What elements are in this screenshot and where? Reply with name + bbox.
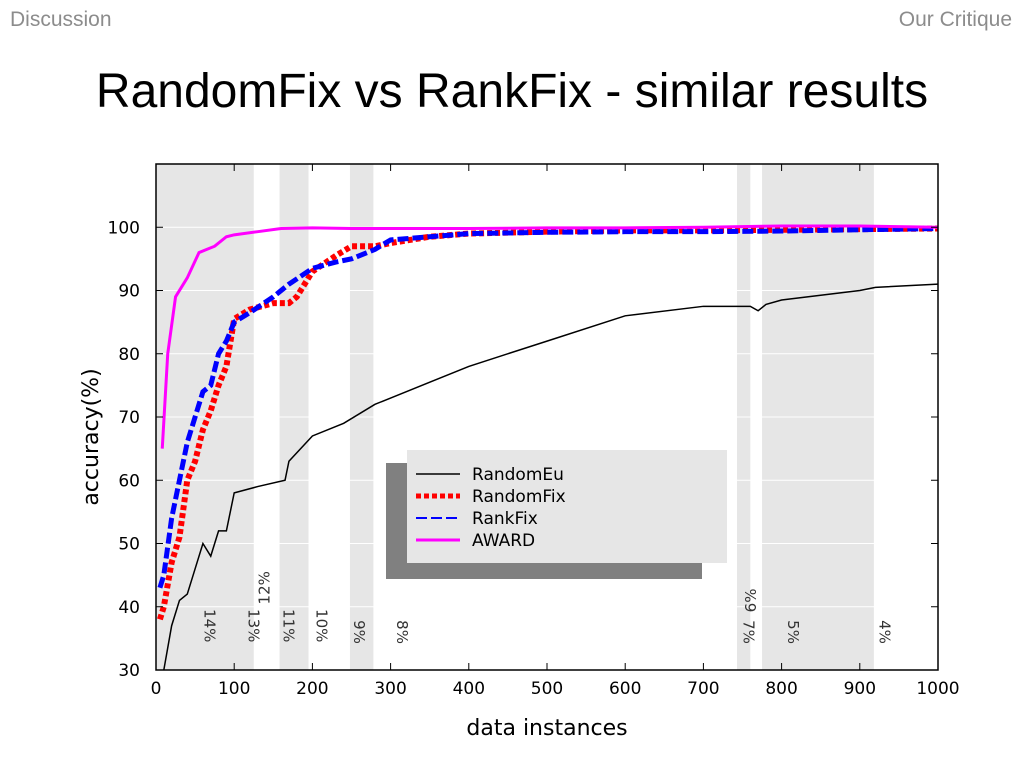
- x-tick-label: 600: [609, 679, 641, 699]
- y-axis-label: accuracy(%): [79, 368, 104, 505]
- legend-label-award: AWARD: [472, 531, 535, 551]
- series-randomeu: [163, 283, 939, 671]
- percent-label: 6%: [742, 589, 760, 613]
- percent-label: 13%: [244, 609, 262, 642]
- percent-label: 7%: [739, 620, 757, 644]
- axes: 0 100 200 300 400 500 600 700 800 900 1000 30 40 50 60…: [79, 163, 960, 741]
- percent-label: 9%: [350, 620, 368, 644]
- legend-label-randomfix: RandomFix: [472, 487, 566, 507]
- percent-label: 4%: [875, 620, 893, 644]
- x-axis-label: data instances: [466, 716, 627, 741]
- legend-box: [407, 450, 727, 563]
- percent-label: 14%: [200, 609, 218, 642]
- x-tick-label: 0: [151, 679, 162, 699]
- y-tick-label: 100: [108, 218, 140, 238]
- x-tick-label: 300: [374, 679, 406, 699]
- header-section-label: Discussion: [10, 8, 112, 31]
- x-tick-label: 700: [687, 679, 719, 699]
- legend-label-rankfix: RankFix: [472, 509, 538, 529]
- percent-label: 12%: [255, 571, 273, 604]
- header-topic-label: Our Critique: [898, 8, 1012, 31]
- series-award: [160, 224, 939, 449]
- y-tick-label: 40: [118, 598, 140, 618]
- series-rankfix: [157, 226, 939, 589]
- y-tick-label: 70: [118, 408, 140, 428]
- slide-title: RandomFix vs RankFix - similar results: [95, 65, 929, 118]
- x-tick-label: 200: [296, 679, 328, 699]
- y-tick-label: 60: [118, 471, 140, 491]
- y-tick-label: 30: [118, 661, 140, 681]
- percent-label: 10%: [312, 609, 330, 642]
- x-tick-label: 100: [218, 679, 250, 699]
- x-tick-label: 1000: [916, 679, 959, 699]
- percent-label: 11%: [279, 609, 297, 642]
- y-tick-label: 90: [118, 282, 140, 302]
- percent-annotations: 14% 12% 13% 11% 10% 9% 8% 6% 7% 5% 4%: [200, 571, 893, 644]
- x-tick-label: 500: [531, 679, 563, 699]
- y-tick-label: 50: [118, 535, 140, 555]
- legend-label-randomeu: RandomEu: [472, 465, 564, 485]
- x-tick-label: 900: [844, 679, 876, 699]
- percent-label: 5%: [784, 620, 802, 644]
- series-lines: [157, 224, 939, 671]
- percent-label: 8%: [393, 620, 411, 644]
- x-tick-label: 800: [765, 679, 797, 699]
- x-tick-label: 400: [453, 679, 485, 699]
- y-tick-label: 80: [118, 345, 140, 365]
